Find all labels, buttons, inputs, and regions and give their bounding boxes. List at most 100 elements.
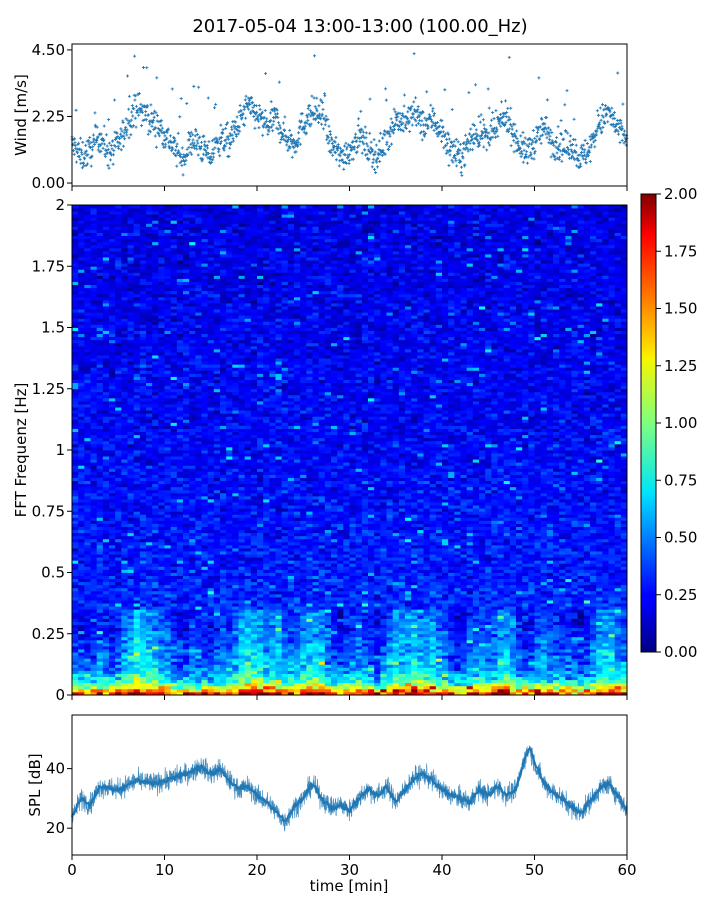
heatmap-cell xyxy=(386,621,394,625)
wind-data-point xyxy=(164,142,168,146)
heatmap-cell xyxy=(263,600,270,604)
heatmap-cell xyxy=(577,597,585,601)
chart-title: 2017-05-04 13:00-13:00 (100.00_Hz) xyxy=(192,16,527,37)
heatmap-cell xyxy=(257,688,264,693)
wind-data-point xyxy=(509,106,513,110)
wind-data-point xyxy=(121,144,125,148)
wind-data-point xyxy=(137,113,141,117)
wind-data-point xyxy=(159,129,163,133)
heatmap-cell xyxy=(590,667,597,671)
heatmap-cell xyxy=(509,603,517,607)
heatmap-cell xyxy=(331,682,338,687)
heatmap-cell xyxy=(472,618,480,622)
heatmap-cell xyxy=(405,649,412,653)
heatmap-cell xyxy=(522,587,529,592)
wind-data-point xyxy=(161,143,165,147)
heatmap-cell xyxy=(170,646,178,650)
heatmap-cell xyxy=(454,581,461,586)
wind-data-point xyxy=(314,116,318,120)
heatmap-cell xyxy=(503,609,511,613)
heatmap-cell xyxy=(257,578,264,583)
heatmap-cell xyxy=(189,639,196,644)
heatmap-cell xyxy=(485,590,492,595)
heatmap-cell xyxy=(620,679,628,684)
heatmap-cell xyxy=(257,679,264,684)
heatmap-cell xyxy=(503,682,511,687)
heatmap-cell xyxy=(596,627,603,632)
heatmap-cell xyxy=(201,578,209,583)
heatmap-cell xyxy=(343,578,350,583)
wind-data-point xyxy=(512,139,516,143)
heatmap-cell xyxy=(115,664,122,668)
heatmap-cell xyxy=(546,609,554,613)
heatmap-cell xyxy=(485,639,492,644)
heatmap-cell xyxy=(355,639,363,644)
heatmap-cell xyxy=(583,603,591,607)
heatmap-cell xyxy=(331,627,338,632)
heatmap-cell xyxy=(121,621,128,625)
wind-data-point xyxy=(227,137,231,141)
wind-data-point xyxy=(84,143,88,147)
heatmap-cell xyxy=(620,618,628,622)
heatmap-cell xyxy=(565,597,572,601)
heatmap-cell xyxy=(602,679,609,684)
heatmap-cell xyxy=(528,676,535,681)
heatmap-cell xyxy=(152,633,159,638)
heatmap-cell xyxy=(429,633,437,638)
heatmap-cell xyxy=(491,667,498,671)
wind-data-point xyxy=(519,155,523,159)
heatmap-cell xyxy=(312,685,320,690)
heatmap-cell xyxy=(565,581,572,586)
heatmap-cell xyxy=(306,682,313,687)
heatmap-cell xyxy=(294,603,301,607)
heatmap-cell xyxy=(115,618,122,622)
heatmap-cell xyxy=(294,685,301,690)
heatmap-cell xyxy=(207,676,215,681)
heatmap-cell xyxy=(608,581,616,586)
wind-data-point xyxy=(283,115,287,119)
heatmap-cell xyxy=(343,642,350,647)
wind-data-point xyxy=(499,100,503,104)
heatmap-cell xyxy=(380,658,387,662)
heatmap-cell xyxy=(553,630,560,635)
heatmap-cell xyxy=(368,667,375,671)
heatmap-cell xyxy=(460,581,468,586)
wind-data-point xyxy=(269,100,273,104)
heatmap-cell xyxy=(355,688,363,693)
heatmap-cell xyxy=(318,630,326,635)
heatmap-cell xyxy=(281,609,289,613)
heatmap-cell xyxy=(176,621,184,625)
heatmap-cell xyxy=(90,606,98,610)
heatmap-cell xyxy=(244,621,252,625)
heatmap-cell xyxy=(72,600,79,604)
heatmap-cell xyxy=(306,590,313,595)
heatmap-cell xyxy=(244,682,252,687)
heatmap-cell xyxy=(220,621,227,625)
heatmap-cell xyxy=(220,575,227,580)
heatmap-cell xyxy=(442,636,449,641)
heatmap-cell xyxy=(614,639,622,644)
heatmap-cell xyxy=(207,630,215,635)
heatmap-cell xyxy=(312,646,320,650)
wind-data-point xyxy=(346,155,350,159)
heatmap-cell xyxy=(213,688,221,693)
wind-data-point xyxy=(99,132,103,136)
wind-data-point xyxy=(116,135,120,139)
heatmap-cell xyxy=(170,670,178,674)
heatmap-cell xyxy=(429,584,437,589)
heatmap-cell xyxy=(331,649,338,653)
heatmap-cell xyxy=(195,621,202,625)
wind-data-point xyxy=(262,115,266,119)
heatmap-cell xyxy=(528,646,535,650)
heatmap-cell xyxy=(571,649,579,653)
heatmap-cell xyxy=(485,587,492,592)
wind-panel: 0.002.254.50 Wind [m/s] xyxy=(12,41,629,192)
heatmap-cell xyxy=(361,630,369,635)
heatmap-cell xyxy=(423,682,431,687)
heatmap-cell xyxy=(540,581,548,586)
heatmap-cell xyxy=(472,679,480,684)
heatmap-cell xyxy=(102,636,110,641)
heatmap-cell xyxy=(614,676,622,681)
wind-data-point xyxy=(227,154,231,158)
heatmap-cell xyxy=(349,679,357,684)
